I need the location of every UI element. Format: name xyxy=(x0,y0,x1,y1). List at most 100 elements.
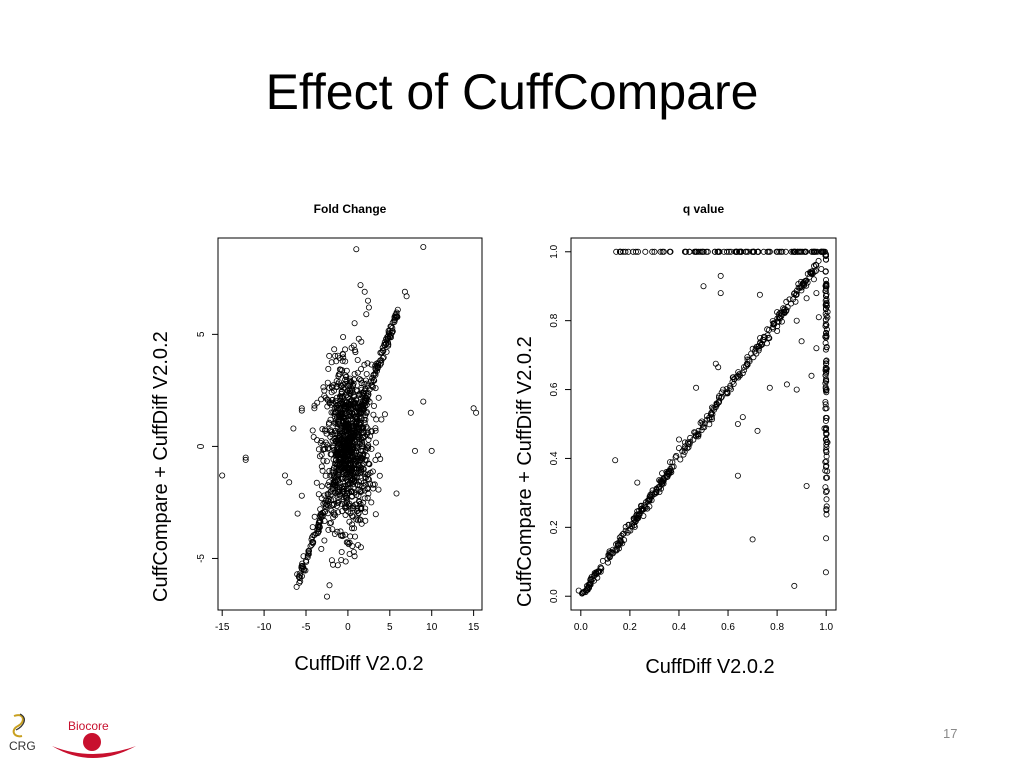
chart-title-0: Fold Change xyxy=(314,202,387,216)
point-0-696 xyxy=(363,370,370,377)
x-tick-label-0-2: -5 xyxy=(302,622,311,633)
point-0-536 xyxy=(363,408,370,415)
point-0-932 xyxy=(348,525,355,532)
point-0-1111 xyxy=(357,467,364,474)
point-0-847 xyxy=(360,499,367,506)
point-0-643 xyxy=(315,491,322,498)
point-0-1234 xyxy=(420,398,427,405)
point-1-486 xyxy=(723,248,730,255)
point-0-1150 xyxy=(355,434,362,441)
point-0-1085 xyxy=(340,428,347,435)
point-0-281 xyxy=(328,409,335,416)
point-0-960 xyxy=(338,548,345,555)
point-1-190 xyxy=(750,354,757,361)
point-1-596 xyxy=(822,384,829,391)
point-1-631 xyxy=(791,582,798,589)
point-1-625 xyxy=(754,427,761,434)
point-1-538 xyxy=(822,268,829,275)
y-tick-label-0-0: -5 xyxy=(196,554,207,563)
point-1-637 xyxy=(808,372,815,379)
point-1-354 xyxy=(741,367,748,374)
point-0-1157 xyxy=(372,456,379,463)
point-1-323 xyxy=(730,380,737,387)
page-number: 17 xyxy=(943,726,958,741)
point-0-1171 xyxy=(337,400,344,407)
point-1-290 xyxy=(681,439,688,446)
point-0-724 xyxy=(343,494,350,501)
point-0-181 xyxy=(373,367,380,374)
point-0-1092 xyxy=(363,389,370,396)
point-1-325 xyxy=(758,342,765,349)
point-0-776 xyxy=(321,387,328,394)
point-0-432 xyxy=(325,526,332,533)
point-0-622 xyxy=(351,370,358,377)
point-0-1163 xyxy=(355,402,362,409)
point-1-228 xyxy=(739,370,746,377)
slide-title: Effect of CuffCompare xyxy=(265,64,759,120)
point-1-146 xyxy=(756,345,763,352)
point-0-1167 xyxy=(344,465,351,472)
point-0-1230 xyxy=(365,304,372,311)
point-0-1026 xyxy=(359,393,366,400)
point-1-600 xyxy=(823,376,830,383)
point-1-108 xyxy=(718,393,725,400)
point-1-307 xyxy=(695,433,702,440)
point-0-539 xyxy=(353,516,360,523)
point-0-466 xyxy=(372,511,379,518)
point-0-1178 xyxy=(338,475,345,482)
point-0-1204 xyxy=(338,444,345,451)
x-tick-label-1-5: 1.0 xyxy=(819,622,833,633)
point-1-355 xyxy=(655,484,662,491)
point-0-243 xyxy=(370,371,377,378)
point-1-227 xyxy=(744,356,751,363)
point-1-480 xyxy=(715,248,722,255)
point-0-1046 xyxy=(358,380,365,387)
point-0-157 xyxy=(299,560,306,567)
point-1-627 xyxy=(766,384,773,391)
point-1-339 xyxy=(735,374,742,381)
point-0-1239 xyxy=(378,416,385,423)
y-tick-label-1-4: 0.8 xyxy=(549,313,560,327)
point-1-641 xyxy=(810,276,817,283)
point-0-349 xyxy=(362,505,369,512)
point-1-362 xyxy=(648,490,655,497)
point-1-454 xyxy=(698,248,705,255)
point-0-1248 xyxy=(350,342,357,349)
point-1-593 xyxy=(824,439,831,446)
point-0-1201 xyxy=(346,459,353,466)
point-0-1073 xyxy=(332,430,339,437)
y-tick-label-1-2: 0.4 xyxy=(549,451,560,465)
point-1-471 xyxy=(695,248,702,255)
point-0-1242 xyxy=(309,524,316,531)
point-1-367 xyxy=(589,576,596,583)
point-0-1162 xyxy=(344,539,351,546)
point-0-1153 xyxy=(365,436,372,443)
point-1-322 xyxy=(769,323,776,330)
point-1-372 xyxy=(727,386,734,393)
point-1-309 xyxy=(712,404,719,411)
point-0-653 xyxy=(314,399,321,406)
point-0-1140 xyxy=(337,492,344,499)
point-0-1012 xyxy=(313,436,320,443)
point-0-1130 xyxy=(332,352,339,359)
point-1-157 xyxy=(645,497,652,504)
point-0-773 xyxy=(361,361,368,368)
point-0-1189 xyxy=(331,436,338,443)
point-0-849 xyxy=(358,419,365,426)
point-0-872 xyxy=(357,487,364,494)
point-0-1224 xyxy=(357,282,364,289)
point-0-883 xyxy=(337,528,344,535)
y-tick-label-1-3: 0.6 xyxy=(549,382,560,396)
point-1-363 xyxy=(695,431,702,438)
point-0-506 xyxy=(368,361,375,368)
point-0-905 xyxy=(370,485,377,492)
point-0-390 xyxy=(326,483,333,490)
point-0-886 xyxy=(326,520,333,527)
point-0-1119 xyxy=(321,492,328,499)
point-0-1129 xyxy=(337,433,344,440)
point-0-1251 xyxy=(333,358,340,365)
point-1-624 xyxy=(749,536,756,543)
point-0-1072 xyxy=(368,445,375,452)
point-0-1152 xyxy=(334,451,341,458)
point-1-453 xyxy=(727,248,734,255)
